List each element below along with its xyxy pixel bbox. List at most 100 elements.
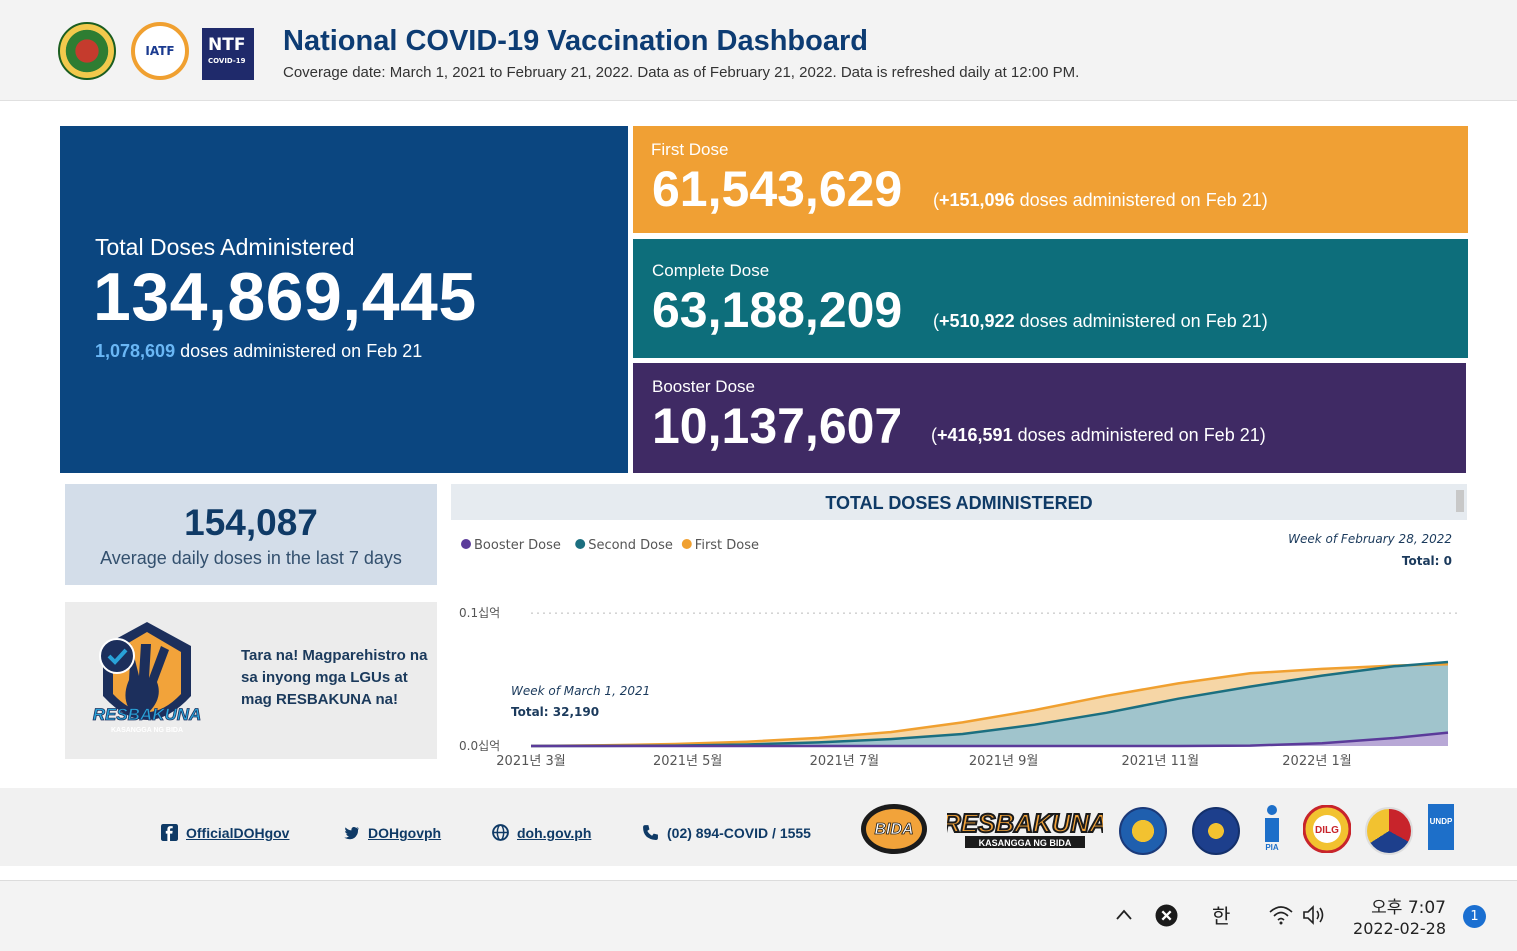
total-doses-area-chart[interactable]: 0.0십억 0.1십억 2021년 3월 2021년 5월 2021년 7월 2021년 … [451,520,1467,767]
windows-taskbar: 한 오후 7:07 2022-02-28 1 [0,880,1517,951]
hotline-link[interactable]: (02) 894-COVID / 1555 [642,824,811,841]
x-tick-label: 2021년 11월 [1121,754,1199,767]
series-line-first-dose[interactable] [530,663,1449,748]
x-tick-label: 2021년 5월 [653,754,722,767]
total-doses-card[interactable]: Total Doses Administered 134,869,445 1,0… [60,126,628,473]
average-daily-label: Average daily doses in the last 7 days [100,548,402,568]
ntf-logo-subtext: COVID-19 [208,57,246,65]
notification-badge[interactable]: 1 [1463,905,1486,928]
x-tick-label: 2021년 7월 [810,754,879,767]
twitter-link[interactable]: DOHgovph [343,824,441,841]
bida-logo-text: BIDA [874,821,913,838]
undp-logo-text: UNDP [1430,817,1453,826]
end-annotation-total: Total: 0 [1402,554,1452,568]
booster-dose-value: 10,137,607 [652,398,903,454]
first-dose-value: 61,543,629 [652,161,903,217]
page-title: National COVID-19 Vaccination Dashboard [283,25,868,57]
ops-seal-logo [1192,807,1240,855]
x-tick-label: 2021년 3월 [496,754,565,767]
footer: OfficialDOHgov DOHgovph doh.gov.ph (02) … [0,788,1517,866]
pia-logo: PIA [1265,805,1279,852]
badge-sub-text: KASANGGA NG BIDA [111,727,183,734]
facebook-link-text: OfficialDOHgov [186,825,290,841]
y-tick-label: 0.1십억 [459,606,500,620]
total-daily-suffix: doses administered on Feb 21 [175,341,423,361]
ime-indicator[interactable]: 한 [1212,904,1231,928]
complete-dose-increase: (+510,922 doses administered on Feb 21) [933,311,1268,332]
start-annotation-label: Week of March 1, 2021 [511,684,650,698]
dilg-seal-logo: DILG [1303,805,1351,853]
start-annotation-total: Total: 32,190 [511,705,599,719]
clock-time[interactable]: 오후 7:07 [1371,898,1446,918]
pia-logo-text: PIA [1265,843,1279,852]
complete-dose-value: 63,188,209 [652,282,903,338]
y-tick-label: 0.0십억 [459,739,500,753]
speaker-icon[interactable] [1302,904,1328,926]
bida-logo: BIDA [861,804,927,854]
x-tick-label: 2021년 9월 [969,754,1038,767]
legend-marker [461,539,471,549]
phone-icon [643,825,658,840]
legend-marker [681,539,692,549]
complete-dose-increase-suffix: doses administered on Feb 21) [1014,311,1268,331]
first-dose-card[interactable]: First Dose 61,543,629 (+151,096 doses ad… [633,126,1468,233]
resbakuna-badge-icon: RESBAKUNA KASANGGA NG BIDA [92,622,202,734]
resbakuna-logo: RESBAKUNA KASANGGA NG BIDA [947,807,1103,848]
chart-title: TOTAL DOSES ADMINISTERED [825,493,1093,513]
undp-logo: UNDP [1428,804,1454,850]
booster-dose-increase-suffix: doses administered on Feb 21) [1012,425,1266,445]
clock-date[interactable]: 2022-02-28 [1353,919,1446,938]
first-dose-increase: (+151,096 doses administered on Feb 21) [933,190,1268,211]
hotline-link-text: (02) 894-COVID / 1555 [667,825,811,841]
chevron-up-icon[interactable] [1114,905,1134,925]
series-area-booster-dose [531,732,1448,746]
dashboard-header: IATF NTF COVID-19 National COVID-19 Vacci… [0,0,1517,101]
first-dose-paren: ( [933,190,939,210]
first-dose-increase-suffix: doses administered on Feb 21) [1014,190,1268,210]
booster-dose-card[interactable]: Booster Dose 10,137,607 (+416,591 doses … [633,363,1466,473]
resbakuna-promo: RESBAKUNA KASANGGA NG BIDA Tara na! Magp… [65,602,437,759]
doh-seal-logo [58,22,116,80]
website-link[interactable]: doh.gov.ph [492,824,591,841]
globe-icon [492,824,509,841]
complete-dose-increase-value: +510,922 [939,311,1015,331]
complete-dose-card[interactable]: Complete Dose 63,188,209 (+510,922 doses… [633,239,1468,358]
ntf-covid-19-logo: NTF COVID-19 [202,28,254,80]
dict-seal-logo [1365,807,1413,855]
resbakuna-logo-text: RESBAKUNA [947,808,1103,838]
series-area-second-dose [531,662,1448,746]
booster-dose-increase: (+416,591 doses administered on Feb 21) [931,425,1266,446]
average-daily-value: 154,087 [184,502,318,543]
chart-scrollbar[interactable] [1456,490,1464,512]
total-doses-label: Total Doses Administered [95,234,355,260]
booster-dose-paren: ( [931,425,937,445]
promo-text: Tara na! Magparehistro na sa inyong mga … [241,647,428,708]
pcoo-seal-logo [1119,807,1167,855]
legend-label[interactable]: Second Dose [588,538,673,553]
total-doses-value: 134,869,445 [93,259,477,335]
twitter-icon [344,826,359,840]
legend-label[interactable]: First Dose [695,538,759,553]
total-doses-daily: 1,078,609 doses administered on Feb 21 [95,341,422,362]
first-dose-increase-value: +151,096 [939,190,1015,210]
facebook-icon [161,824,178,841]
close-circle-icon[interactable] [1155,904,1178,927]
end-annotation-label: Week of February 28, 2022 [1288,532,1452,546]
iatf-logo: IATF [131,22,189,80]
facebook-link[interactable]: OfficialDOHgov [161,824,289,841]
wifi-icon[interactable] [1268,905,1294,925]
website-link-text: doh.gov.ph [517,825,592,841]
coverage-note: Coverage date: March 1, 2021 to February… [283,64,1080,81]
chart-titlebar: TOTAL DOSES ADMINISTERED [451,484,1467,520]
complete-dose-paren: ( [933,311,939,331]
twitter-link-text: DOHgovph [368,825,442,841]
legend-marker [575,539,586,549]
total-doses-chart-panel: TOTAL DOSES ADMINISTERED 0.0십억 0.1십억 2021년… [451,484,1467,767]
resbakuna-logo-sub: KASANGGA NG BIDA [979,838,1072,848]
x-tick-label: 2022년 1월 [1282,754,1351,767]
complete-dose-label: Complete Dose [652,261,770,280]
legend-label[interactable]: Booster Dose [474,538,561,553]
series-line-booster-dose[interactable] [531,731,1449,748]
booster-dose-increase-value: +416,591 [937,425,1013,445]
first-dose-label: First Dose [651,140,729,159]
